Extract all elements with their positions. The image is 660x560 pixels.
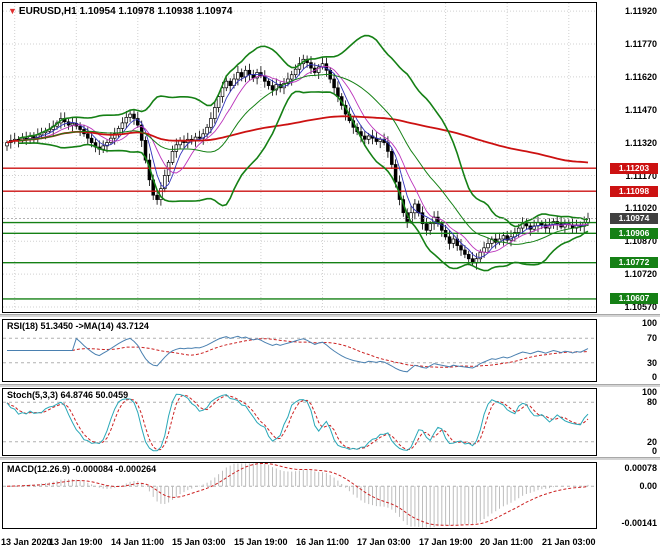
price-line-tag: 1.11203 <box>610 162 658 174</box>
time-axis-label: 15 Jan 19:00 <box>234 537 288 547</box>
current-price-tag: 1.10974 <box>610 212 658 224</box>
macd-canvas[interactable] <box>3 463 596 528</box>
stochastic-label: Stoch(5,3,3) 64.8746 50.0459 <box>7 390 129 400</box>
time-axis[interactable]: 13 Jan 2020 13 Jan 19:00 14 Jan 11:00 15 Ja… <box>0 537 660 551</box>
price-chart-panel[interactable]: ▼ EURUSD,H1 1.10954 1.10978 1.10938 1.109… <box>2 2 597 313</box>
macd-axis-label: 0.00078 <box>624 463 657 473</box>
price-scale[interactable]: 1.11920 1.11770 1.11620 1.11470 1.11320 1.111… <box>597 0 660 560</box>
macd-label: MACD(12.26.9) -0.000084 -0.000264 <box>7 464 157 474</box>
macd-indicator-panel[interactable]: MACD(12.26.9) -0.000084 -0.000264 <box>2 462 597 529</box>
rsi-axis-label: 100 <box>641 318 657 328</box>
time-axis-label: 15 Jan 03:00 <box>172 537 226 547</box>
chart-title: ▼ EURUSD,H1 1.10954 1.10978 1.10938 1.109… <box>8 6 232 17</box>
price-axis-label: 1.11320 <box>624 137 657 148</box>
price-axis-label: 1.10870 <box>624 236 657 247</box>
time-axis-label: 21 Jan 03:00 <box>542 537 596 547</box>
price-axis-label: 1.11170 <box>625 170 657 181</box>
price-axis-label: 1.10720 <box>624 269 657 280</box>
rsi-axis-label: 0 <box>651 372 657 382</box>
price-line-tag: 1.10607 <box>610 293 658 305</box>
time-axis-label: 16 Jan 11:00 <box>296 537 350 547</box>
time-axis-label: 17 Jan 19:00 <box>419 537 473 547</box>
time-axis-label: 13 Jan 19:00 <box>49 537 103 547</box>
price-axis-label: 1.11020 <box>624 203 657 214</box>
price-axis-label: 1.10570 <box>624 302 657 312</box>
rsi-indicator-panel[interactable]: RSI(18) 51.3450 ->MA(14) 43.7124 <box>2 319 597 382</box>
price-axis-label: 1.11920 <box>624 6 657 17</box>
stochastic-indicator-panel[interactable]: Stoch(5,3,3) 64.8746 50.0459 <box>2 388 597 456</box>
price-line-tag: 1.10906 <box>610 227 658 239</box>
price-axis-label: 1.11620 <box>624 71 657 82</box>
sell-marker-icon: ▼ <box>8 6 17 16</box>
panel-splitter[interactable] <box>0 384 660 387</box>
stochastic-axis-label: 0 <box>651 446 657 456</box>
price-axis-label: 1.11470 <box>624 104 657 115</box>
stochastic-axis-label: 100 <box>641 387 657 397</box>
candlestick-canvas[interactable] <box>3 3 596 312</box>
rsi-axis-label: 30 <box>646 357 657 368</box>
time-axis-label: 20 Jan 11:00 <box>480 537 534 547</box>
chart-title-text: EURUSD,H1 1.10954 1.10978 1.10938 1.1097… <box>18 6 233 17</box>
time-axis-label: 13 Jan 2020 <box>1 537 52 547</box>
rsi-axis-label: 70 <box>646 333 657 344</box>
rsi-label: RSI(18) 51.3450 ->MA(14) 43.7124 <box>7 321 149 331</box>
panel-splitter[interactable] <box>0 457 660 460</box>
macd-axis-label: 0.00 <box>639 481 657 492</box>
rsi-canvas[interactable] <box>3 320 596 381</box>
macd-axis-label: -0.00141 <box>621 518 657 528</box>
price-axis-label: 1.11770 <box>624 39 657 49</box>
stochastic-canvas[interactable] <box>3 389 596 455</box>
panel-splitter[interactable] <box>0 314 660 317</box>
price-line-tag: 1.11098 <box>610 185 658 197</box>
time-axis-label: 14 Jan 11:00 <box>111 537 165 547</box>
stochastic-axis-label: 80 <box>646 397 657 408</box>
time-axis-label: 17 Jan 03:00 <box>357 537 411 547</box>
price-line-tag: 1.10772 <box>610 257 658 269</box>
stochastic-axis-label: 20 <box>646 436 657 447</box>
